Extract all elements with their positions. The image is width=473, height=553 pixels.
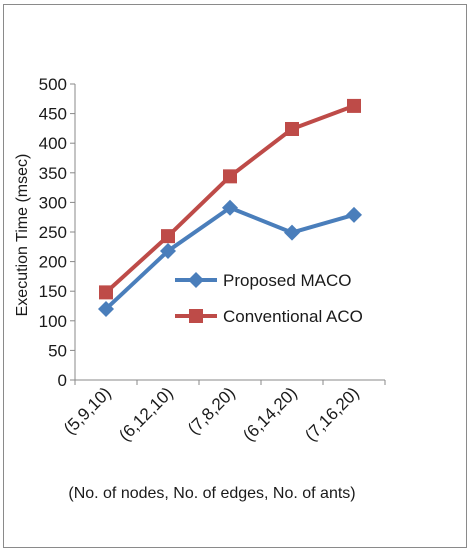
y-tick-label: 100 [39, 312, 67, 331]
x-tick-label: (6,12,10) [115, 383, 177, 445]
y-tick-label: 350 [39, 164, 67, 183]
y-axis: 0 50 100 150 200 250 300 350 400 450 500 [39, 75, 76, 390]
x-tick-label: (6,14,20) [239, 383, 301, 445]
legend-item-1: Proposed MACO [175, 271, 352, 290]
legend-label: Proposed MACO [223, 271, 352, 290]
data-point-square [161, 229, 175, 244]
x-tick-label: (5,9,10) [60, 383, 115, 438]
y-tick-label: 50 [48, 341, 67, 360]
x-tick-label: (7,8,20) [184, 383, 239, 438]
data-point-diamond [222, 199, 238, 216]
data-point-diamond [160, 242, 176, 259]
y-tick-label: 250 [39, 223, 67, 242]
data-point-square [285, 121, 299, 136]
legend-label: Conventional ACO [223, 307, 363, 326]
legend: Proposed MACO Conventional ACO [175, 271, 363, 326]
y-tick-label: 400 [39, 134, 67, 153]
data-point-diamond [98, 300, 114, 317]
series-line [104, 104, 355, 294]
data-point-square [223, 169, 237, 184]
x-tick-label: (7,16,20) [301, 383, 363, 445]
chart-frame [3, 4, 467, 548]
series-2 [99, 98, 361, 300]
y-tick-label: 500 [39, 75, 67, 94]
y-tick-label: 450 [39, 105, 67, 124]
y-tick-label: 200 [39, 253, 67, 272]
y-tick-label: 0 [58, 371, 67, 390]
legend-item-2: Conventional ACO [175, 307, 363, 326]
x-axis-label: (No. of nodes, No. of edges, No. of ants… [68, 485, 355, 502]
data-point-diamond [284, 224, 300, 241]
y-axis-label: Execution Time (msec) [14, 154, 31, 317]
y-tick-label: 150 [39, 282, 67, 301]
series-1 [98, 199, 362, 317]
legend-marker-square [189, 309, 203, 323]
data-point-square [99, 285, 113, 300]
y-tick-label: 300 [39, 193, 67, 212]
legend-marker-diamond [188, 272, 204, 288]
data-point-square [347, 98, 361, 113]
x-axis: (5,9,10) (6,12,10) (7,8,20) (6,14,20) (7,16,… [60, 379, 386, 445]
data-point-diamond [346, 206, 362, 223]
series-layer [98, 98, 362, 317]
